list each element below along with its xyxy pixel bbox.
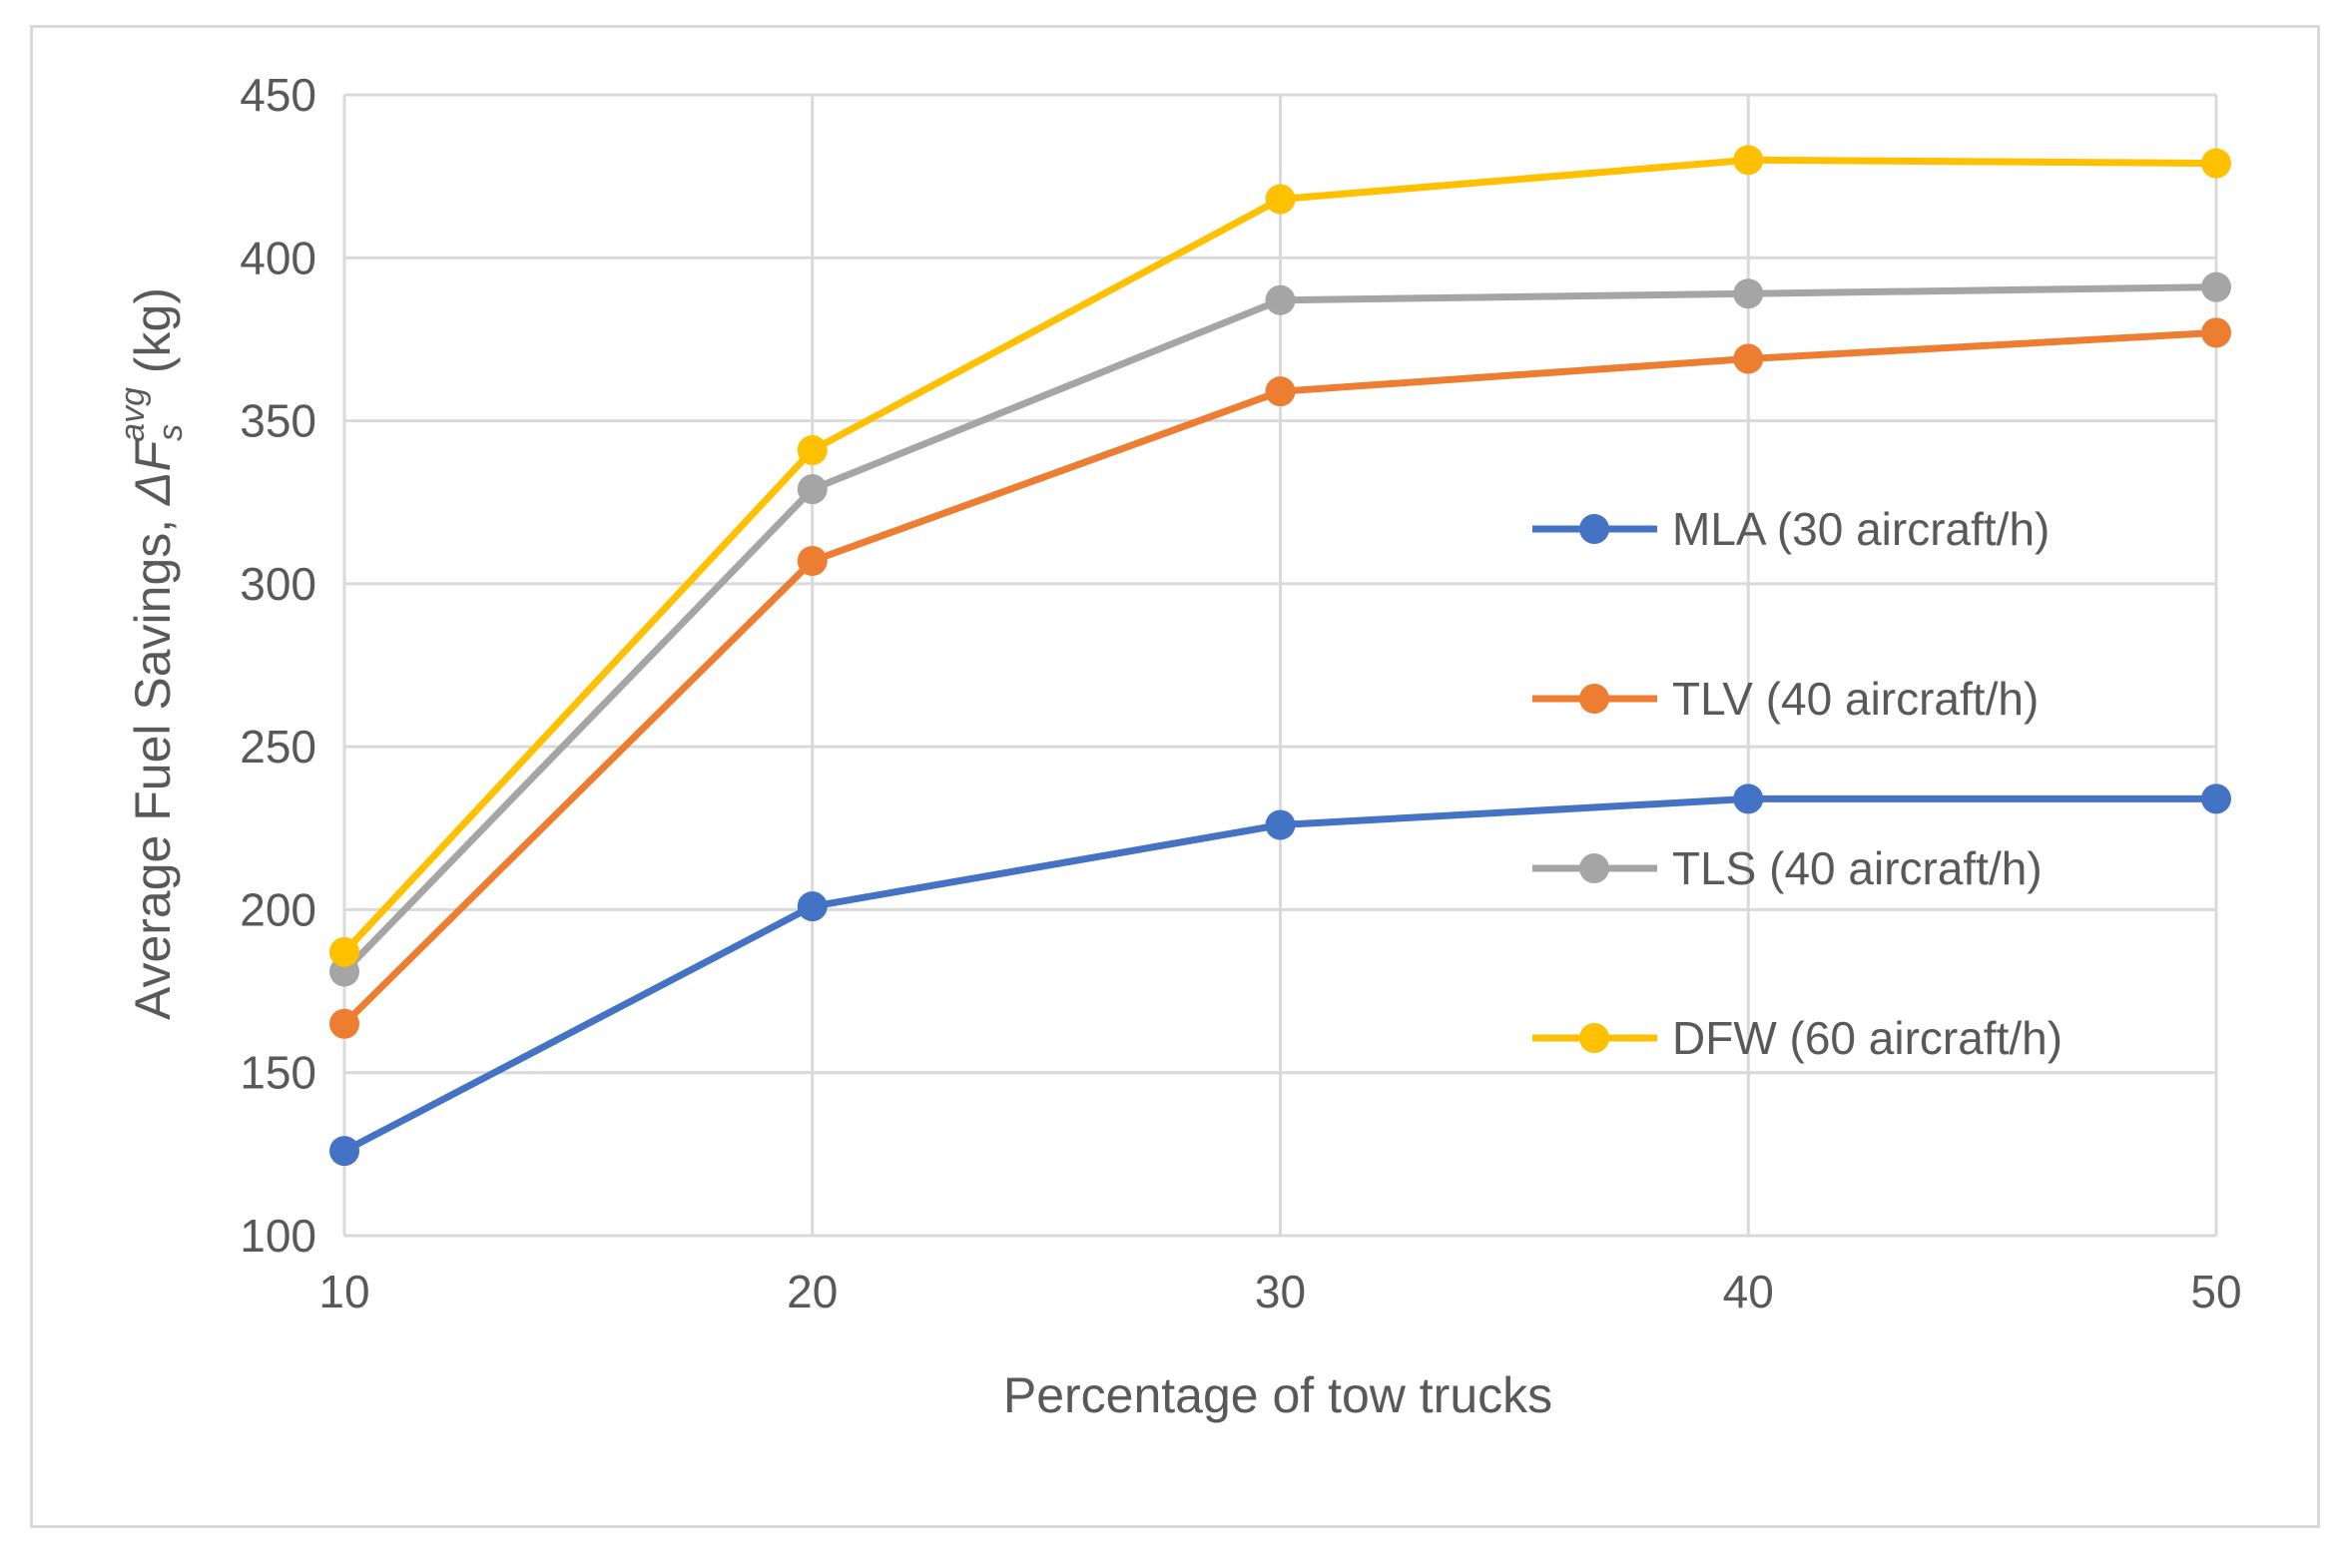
- y-tick-label: 100: [240, 1210, 316, 1262]
- legend-label: DFW (60 aircraft/h): [1672, 1012, 2062, 1064]
- y-tick-label: 200: [240, 883, 316, 935]
- legend-swatch-marker: [1579, 514, 1609, 544]
- data-point: [797, 891, 828, 922]
- y-tick-label: 300: [240, 558, 316, 610]
- legend-swatch-marker: [1579, 1023, 1609, 1053]
- x-tick-label: 40: [1723, 1266, 1774, 1317]
- y-axis-title-symbol: ΔF: [125, 438, 181, 506]
- y-tick-labels: 100 150 200 250 300 350 400 450: [240, 69, 316, 1262]
- legend-swatch-marker: [1579, 684, 1609, 714]
- data-point: [1265, 284, 1296, 315]
- series-4: [329, 145, 2231, 967]
- series-2: [329, 317, 2231, 1039]
- data-point: [2201, 317, 2231, 348]
- x-tick-label: 30: [1255, 1266, 1306, 1317]
- data-point: [1265, 376, 1296, 407]
- data-point: [1265, 809, 1296, 840]
- chart-frame: [30, 25, 2320, 1528]
- y-tick-label: 250: [240, 721, 316, 773]
- series-1: [329, 784, 2231, 1167]
- legend-swatch-marker: [1579, 853, 1609, 883]
- legend-item: TLS (40 aircraft/h): [1532, 842, 2043, 894]
- y-tick-label: 350: [240, 395, 316, 447]
- series-group: [329, 145, 2231, 1167]
- legend-label: TLV (40 aircraft/h): [1672, 673, 2039, 725]
- legend: MLA (30 aircraft/h) TLV (40 aircraft/h) TL…: [1532, 503, 2062, 1064]
- data-point: [1733, 145, 1764, 176]
- y-tick-label: 150: [240, 1047, 316, 1099]
- data-point: [329, 936, 359, 967]
- legend-label: MLA (30 aircraft/h): [1672, 503, 2050, 555]
- y-axis-title: Average Fuel Savings, ΔFsavg (kg): [114, 287, 190, 1020]
- data-point: [797, 545, 828, 576]
- y-axis-title-unit: (kg): [125, 287, 181, 387]
- data-point: [797, 474, 828, 505]
- x-tick-labels: 10 20 30 40 50: [318, 1266, 2241, 1317]
- data-point: [329, 1008, 359, 1039]
- x-tick-label: 10: [318, 1266, 369, 1317]
- x-tick-label: 20: [787, 1266, 838, 1317]
- data-point: [1733, 343, 1764, 374]
- data-point: [2201, 271, 2231, 302]
- data-point: [797, 434, 828, 465]
- legend-item: TLV (40 aircraft/h): [1532, 673, 2039, 725]
- y-tick-label: 450: [240, 69, 316, 121]
- y-axis-title-subscript: s: [152, 424, 190, 441]
- y-axis-title-superscript: avg: [114, 387, 152, 442]
- y-tick-label: 400: [240, 232, 316, 283]
- data-point: [2201, 784, 2231, 814]
- legend-item: MLA (30 aircraft/h): [1532, 503, 2050, 555]
- y-axis-title-prefix: Average Fuel Savings,: [125, 505, 181, 1020]
- x-axis-title: Percentage of tow trucks: [1003, 1367, 1552, 1423]
- legend-label: TLS (40 aircraft/h): [1672, 842, 2043, 894]
- data-point: [2201, 148, 2231, 179]
- data-point: [1265, 184, 1296, 215]
- legend-item: DFW (60 aircraft/h): [1532, 1012, 2062, 1064]
- x-tick-label: 50: [2190, 1266, 2241, 1317]
- data-point: [329, 1136, 359, 1167]
- data-point: [1733, 278, 1764, 309]
- gridlines: [342, 93, 2218, 1238]
- data-point: [1733, 784, 1764, 814]
